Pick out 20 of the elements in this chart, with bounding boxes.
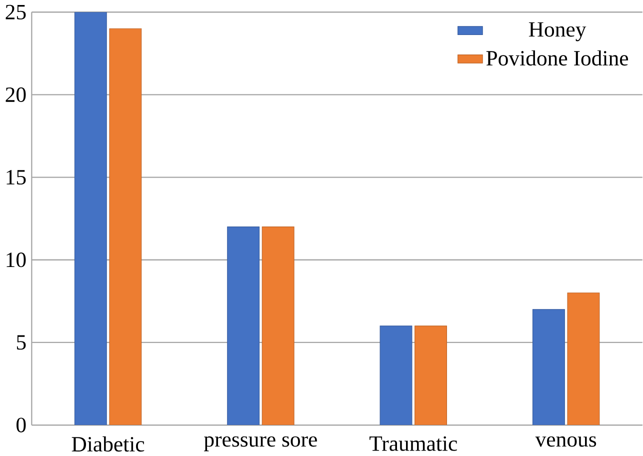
legend-label: Povidone Iodine bbox=[486, 50, 628, 66]
y-tick-label: 20 bbox=[6, 87, 26, 102]
bar bbox=[414, 325, 448, 425]
bar bbox=[109, 28, 142, 425]
bar bbox=[74, 12, 107, 425]
bar bbox=[532, 308, 565, 425]
bar bbox=[567, 292, 600, 425]
y-tick-label: 5 bbox=[16, 335, 26, 350]
y-tick-label: 25 bbox=[6, 4, 26, 20]
y-tick-label: 10 bbox=[6, 252, 26, 267]
bar bbox=[262, 226, 294, 425]
y-tick-label: 15 bbox=[6, 170, 26, 184]
x-tick-label: Traumatic bbox=[370, 436, 458, 451]
x-tick-label: pressure sore bbox=[204, 436, 317, 451]
bar bbox=[227, 226, 260, 425]
legend-label: Honey bbox=[528, 22, 586, 42]
x-tick-label: venous bbox=[535, 436, 596, 447]
x-tick-label: Diabetic bbox=[72, 436, 144, 452]
bar bbox=[380, 325, 412, 425]
y-tick-label: 0 bbox=[16, 417, 26, 432]
